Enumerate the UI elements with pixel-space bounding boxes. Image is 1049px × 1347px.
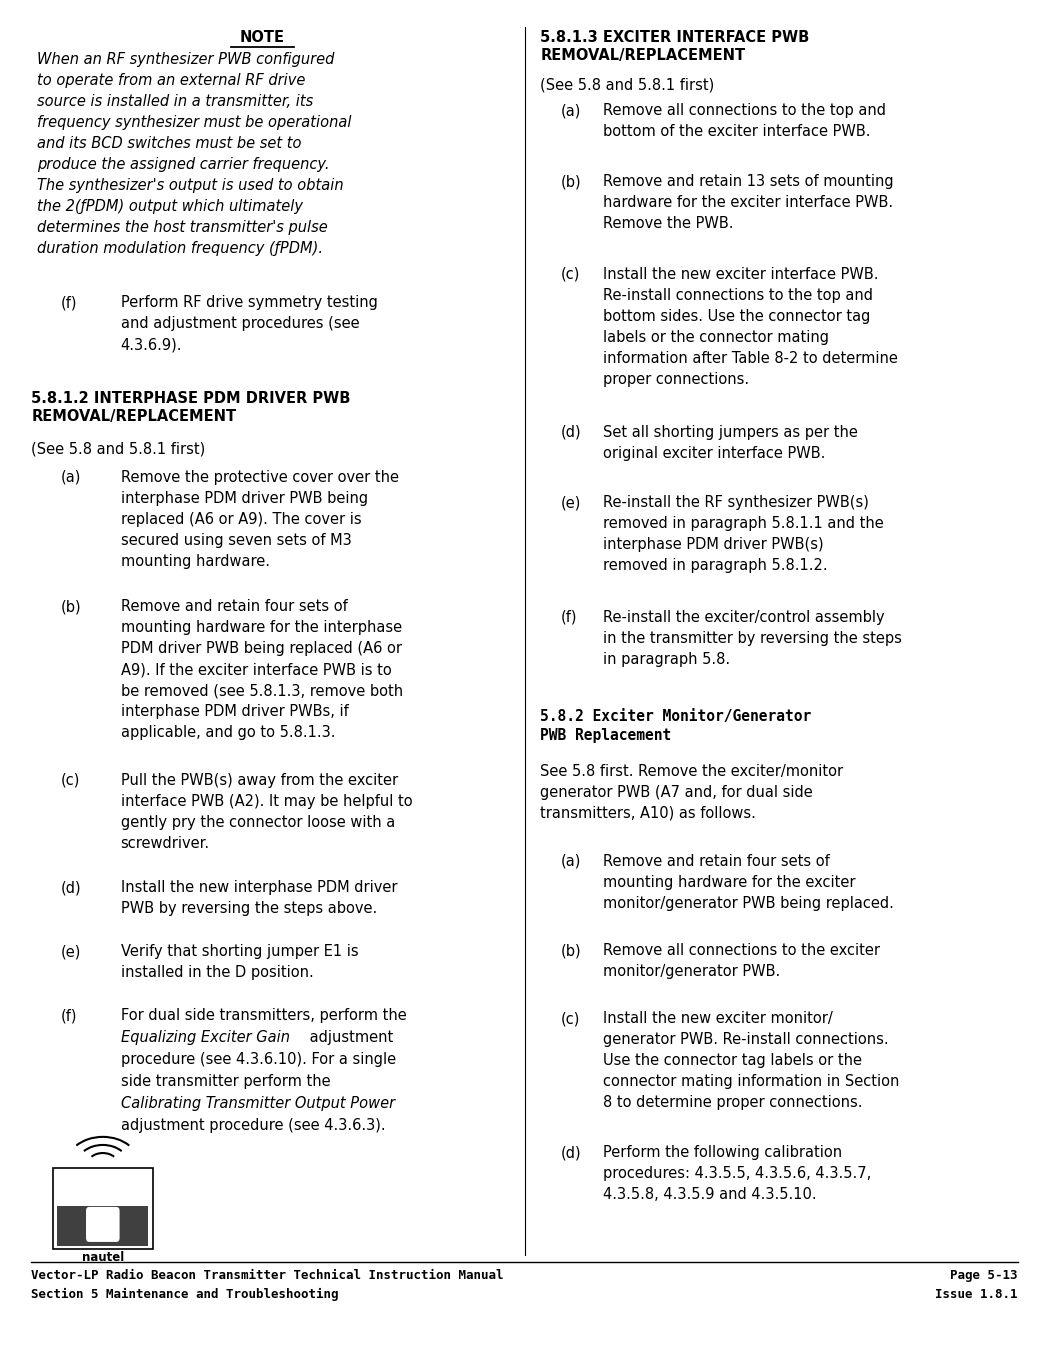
Text: See 5.8 first. Remove the exciter/monitor
generator PWB (A7 and, for dual side
t: See 5.8 first. Remove the exciter/monito… bbox=[540, 764, 843, 820]
Text: (a): (a) bbox=[561, 854, 581, 869]
Text: For dual side transmitters, perform the: For dual side transmitters, perform the bbox=[121, 1008, 406, 1024]
Text: (b): (b) bbox=[561, 174, 582, 189]
Text: Verify that shorting jumper E1 is
installed in the D position.: Verify that shorting jumper E1 is instal… bbox=[121, 944, 359, 981]
Text: Remove and retain four sets of
mounting hardware for the exciter
monitor/generat: Remove and retain four sets of mounting … bbox=[603, 854, 894, 911]
Text: Calibrating Transmitter Output Power: Calibrating Transmitter Output Power bbox=[121, 1095, 394, 1111]
Text: (c): (c) bbox=[561, 267, 580, 282]
Text: 5.8.1.2 INTERPHASE PDM DRIVER PWB
REMOVAL/REPLACEMENT: 5.8.1.2 INTERPHASE PDM DRIVER PWB REMOVA… bbox=[31, 391, 350, 424]
Text: (b): (b) bbox=[61, 599, 82, 614]
Text: (f): (f) bbox=[61, 1008, 78, 1024]
Text: Issue 1.8.1: Issue 1.8.1 bbox=[935, 1288, 1018, 1301]
Text: (b): (b) bbox=[561, 943, 582, 959]
Text: side transmitter perform the: side transmitter perform the bbox=[121, 1074, 330, 1088]
Text: Equalizing Exciter Gain: Equalizing Exciter Gain bbox=[121, 1030, 290, 1045]
Text: (e): (e) bbox=[561, 496, 581, 511]
Text: Install the new exciter interface PWB.
Re-install connections to the top and
bot: Install the new exciter interface PWB. R… bbox=[603, 267, 898, 387]
Text: Perform RF drive symmetry testing
and adjustment procedures (see
4.3.6.9).: Perform RF drive symmetry testing and ad… bbox=[121, 295, 378, 353]
Text: Perform the following calibration
procedures: 4.3.5.5, 4.3.5.6, 4.3.5.7,
4.3.5.8: Perform the following calibration proced… bbox=[603, 1145, 872, 1202]
Bar bbox=[57, 1206, 149, 1246]
Text: Re-install the RF synthesizer PWB(s)
removed in paragraph 5.8.1.1 and the
interp: Re-install the RF synthesizer PWB(s) rem… bbox=[603, 496, 884, 574]
Text: Pull the PWB(s) away from the exciter
interface PWB (A2). It may be helpful to
g: Pull the PWB(s) away from the exciter in… bbox=[121, 773, 412, 850]
Text: Remove and retain four sets of
mounting hardware for the interphase
PDM driver P: Remove and retain four sets of mounting … bbox=[121, 599, 403, 741]
Text: (d): (d) bbox=[561, 424, 582, 439]
Text: Remove and retain 13 sets of mounting
hardware for the exciter interface PWB.
Re: Remove and retain 13 sets of mounting ha… bbox=[603, 174, 894, 232]
Text: (a): (a) bbox=[61, 470, 81, 485]
Text: adjustment: adjustment bbox=[305, 1030, 393, 1045]
Text: (d): (d) bbox=[561, 1145, 582, 1160]
Text: adjustment procedure (see 4.3.6.3).: adjustment procedure (see 4.3.6.3). bbox=[121, 1118, 385, 1133]
Text: (f): (f) bbox=[561, 610, 578, 625]
Text: (c): (c) bbox=[561, 1012, 580, 1026]
Text: Remove all connections to the top and
bottom of the exciter interface PWB.: Remove all connections to the top and bo… bbox=[603, 104, 886, 139]
Text: Set all shorting jumpers as per the
original exciter interface PWB.: Set all shorting jumpers as per the orig… bbox=[603, 424, 858, 461]
Text: Install the new interphase PDM driver
PWB by reversing the steps above.: Install the new interphase PDM driver PW… bbox=[121, 880, 398, 916]
FancyBboxPatch shape bbox=[86, 1207, 120, 1242]
Text: Vector-LP Radio Beacon Transmitter Technical Instruction Manual: Vector-LP Radio Beacon Transmitter Techn… bbox=[31, 1269, 504, 1282]
Text: procedure (see 4.3.6.10). For a single: procedure (see 4.3.6.10). For a single bbox=[121, 1052, 395, 1067]
Text: Install the new exciter monitor/
generator PWB. Re-install connections.
Use the : Install the new exciter monitor/ generat… bbox=[603, 1012, 900, 1110]
Text: (See 5.8 and 5.8.1 first): (See 5.8 and 5.8.1 first) bbox=[540, 77, 714, 93]
Text: Section 5 Maintenance and Troubleshooting: Section 5 Maintenance and Troubleshootin… bbox=[31, 1288, 339, 1301]
Text: (f): (f) bbox=[61, 295, 78, 310]
Text: (a): (a) bbox=[561, 104, 581, 119]
Text: (See 5.8 and 5.8.1 first): (See 5.8 and 5.8.1 first) bbox=[31, 440, 206, 457]
Text: Re-install the exciter/control assembly
in the transmitter by reversing the step: Re-install the exciter/control assembly … bbox=[603, 610, 902, 667]
Text: Page 5-13: Page 5-13 bbox=[950, 1269, 1018, 1282]
Text: nautel: nautel bbox=[82, 1251, 124, 1265]
Text: (e): (e) bbox=[61, 944, 81, 959]
Text: (d): (d) bbox=[61, 880, 82, 896]
Text: When an RF synthesizer PWB configured
to operate from an external RF drive
sourc: When an RF synthesizer PWB configured to… bbox=[37, 53, 351, 256]
Text: Remove the protective cover over the
interphase PDM driver PWB being
replaced (A: Remove the protective cover over the int… bbox=[121, 470, 399, 568]
Text: 5.8.1.3 EXCITER INTERFACE PWB
REMOVAL/REPLACEMENT: 5.8.1.3 EXCITER INTERFACE PWB REMOVAL/RE… bbox=[540, 30, 810, 63]
Bar bbox=[52, 1168, 153, 1249]
Text: Remove all connections to the exciter
monitor/generator PWB.: Remove all connections to the exciter mo… bbox=[603, 943, 880, 979]
Text: NOTE: NOTE bbox=[240, 30, 284, 44]
Text: (c): (c) bbox=[61, 773, 80, 788]
Text: 5.8.2 Exciter Monitor/Generator
PWB Replacement: 5.8.2 Exciter Monitor/Generator PWB Repl… bbox=[540, 710, 812, 742]
